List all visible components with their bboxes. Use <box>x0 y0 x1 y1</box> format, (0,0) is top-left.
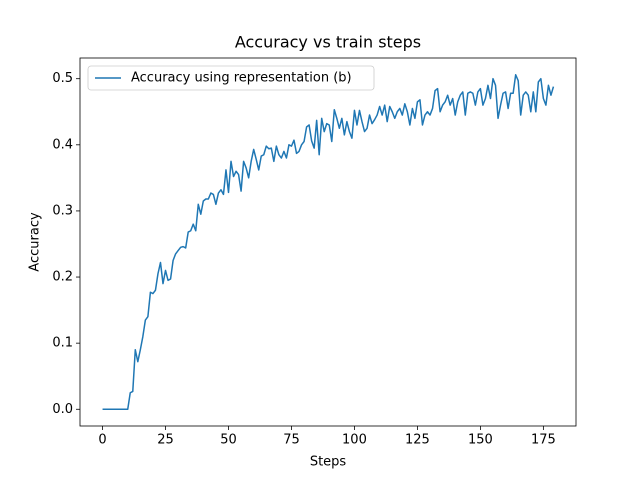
x-tick-label: 100 <box>342 433 367 448</box>
legend-box <box>87 65 375 91</box>
y-tick-label: 0.3 <box>52 203 73 218</box>
data-line <box>102 73 555 411</box>
y-tick-label: 0.5 <box>52 71 73 86</box>
x-tick-label: 150 <box>468 433 493 448</box>
x-tick-label: 175 <box>531 433 556 448</box>
x-axis-label: Steps <box>310 455 347 470</box>
y-tick-label: 0.1 <box>52 336 73 351</box>
chart-title: Accuracy vs train steps <box>235 33 421 52</box>
x-tick-label: 25 <box>157 433 174 448</box>
x-tick-label: 50 <box>220 433 237 448</box>
x-tick-label: 0 <box>98 433 106 448</box>
x-tick-label: 125 <box>405 433 430 448</box>
legend-label: Accuracy using representation (b) <box>131 71 352 86</box>
axes-frame <box>79 57 577 427</box>
x-tick-label: 75 <box>283 433 300 448</box>
y-tick-label: 0.4 <box>52 137 73 152</box>
y-axis-label: Accuracy <box>28 212 43 272</box>
y-tick-label: 0.2 <box>52 270 73 285</box>
y-tick-label: 0.0 <box>52 402 73 417</box>
